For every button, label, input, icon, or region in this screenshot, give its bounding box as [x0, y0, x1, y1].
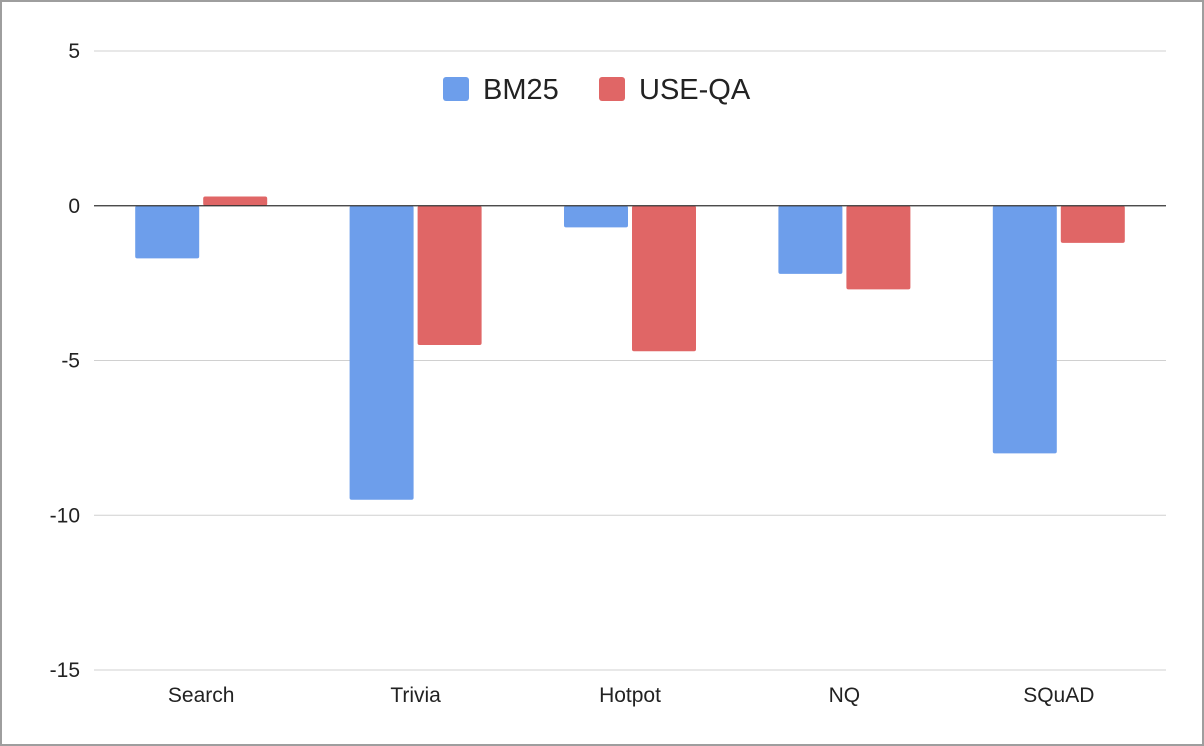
- x-tick-label: Hotpot: [599, 684, 661, 707]
- y-tick-label: -15: [50, 659, 80, 682]
- x-tick-label: SQuAD: [1023, 684, 1094, 707]
- x-axis-ticks: Search Trivia Hotpot NQ SQuAD: [168, 684, 1094, 707]
- bars: [135, 196, 1125, 500]
- legend-swatch: [443, 77, 469, 101]
- bar-use-qa-trivia: [417, 205, 482, 346]
- x-tick-label: Search: [168, 684, 235, 707]
- bar-use-qa-search: [203, 196, 268, 206]
- bar-bm25-hotpot: [564, 205, 628, 228]
- bar-bm25-nq: [778, 205, 843, 274]
- y-tick-label: 5: [68, 40, 80, 63]
- legend: BM25 USE-QA: [443, 74, 751, 106]
- bar-bm25-squad: [992, 205, 1057, 454]
- x-tick-label: NQ: [829, 684, 861, 707]
- bar-bm25-trivia: [349, 205, 414, 500]
- y-tick-label: -5: [61, 350, 80, 373]
- y-tick-label: -10: [50, 504, 80, 527]
- x-tick-label: Trivia: [390, 684, 441, 707]
- bar-use-qa-hotpot: [632, 205, 696, 352]
- gridlines: [94, 50, 1166, 671]
- bar-bm25-search: [135, 205, 200, 259]
- y-tick-label: 0: [68, 195, 80, 218]
- legend-label: USE-QA: [639, 74, 751, 106]
- legend-label: BM25: [483, 74, 559, 106]
- y-axis-ticks: 5 0 -5 -10 -15: [50, 40, 80, 682]
- bar-use-qa-squad: [1060, 205, 1125, 243]
- bar-use-qa-nq: [846, 205, 911, 290]
- legend-swatch: [599, 77, 625, 101]
